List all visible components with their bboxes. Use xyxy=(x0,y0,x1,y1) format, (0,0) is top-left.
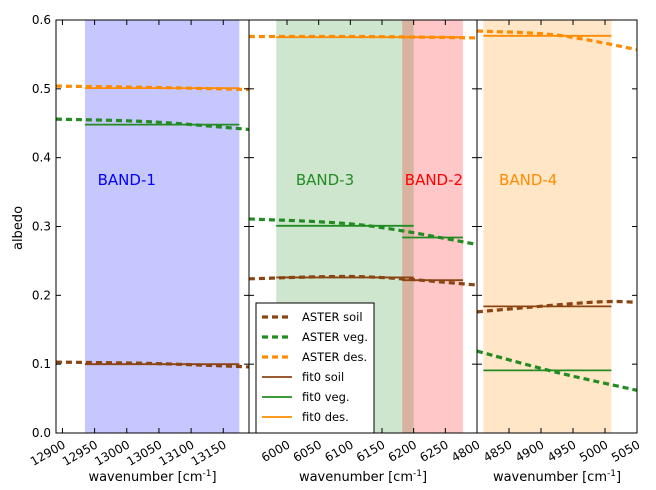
y-tick-label: 0.6 xyxy=(32,13,51,27)
panel-3-plot-area xyxy=(477,20,637,433)
x-tick-label: 4950 xyxy=(545,437,578,464)
band-label-band-1: BAND-1 xyxy=(98,171,156,189)
band-region-band-4 xyxy=(483,20,612,433)
band-label-band-4: BAND-4 xyxy=(499,171,557,189)
y-axis: 0.0 0.1 0.2 0.3 0.4 0.5 0.6 xyxy=(32,13,637,440)
x-tick-label: 5050 xyxy=(609,437,642,464)
y-tick-label: 0.3 xyxy=(32,220,51,234)
x-tick-label: 6150 xyxy=(354,437,387,464)
x-tick-label: 12950 xyxy=(60,437,100,468)
legend-entry-label: fit0 des. xyxy=(302,410,349,424)
panel-1-plot-area xyxy=(56,20,249,433)
aster-veg-line xyxy=(56,117,249,132)
legend-entry-label: fit0 veg. xyxy=(302,390,350,404)
x-tick-label: 13000 xyxy=(92,437,132,468)
x-tick-label: 6250 xyxy=(417,437,450,464)
y-tick-label: 0.2 xyxy=(32,288,51,302)
x-axis-label: wavenumber [cm-1] xyxy=(88,469,216,485)
x-tick-label: 13050 xyxy=(124,437,164,468)
legend-entry-label: ASTER soil xyxy=(302,310,363,324)
x-tick-label: 6050 xyxy=(291,437,324,464)
legend: ASTER soil ASTER veg. ASTER des. fit0 soil f… xyxy=(255,302,375,434)
legend-box xyxy=(255,302,375,434)
legend-entry-label: ASTER veg. xyxy=(302,330,368,344)
x-tick-label: 4900 xyxy=(513,437,546,464)
y-axis-label: albedo xyxy=(11,206,26,250)
x-tick-label: 13100 xyxy=(157,437,197,468)
x-tick-label: 12900 xyxy=(28,437,68,468)
y-tick-label: 0.1 xyxy=(32,357,51,371)
band-label-band-2: BAND-2 xyxy=(405,171,463,189)
x-tick-label: 6200 xyxy=(386,437,419,464)
y-tick-label: 0.0 xyxy=(32,426,51,440)
aster-soil-line xyxy=(477,299,637,314)
x-tick-label: 6000 xyxy=(259,437,292,464)
x-tick-label: 4850 xyxy=(481,437,514,464)
x-tick-label: 13150 xyxy=(189,437,229,468)
x-axis-label: wavenumber [cm-1] xyxy=(493,469,621,485)
y-tick-label: 0.5 xyxy=(32,82,51,96)
x-tick-label: 6100 xyxy=(322,437,355,464)
x-tick-label: 5000 xyxy=(577,437,610,464)
band-label-band-3: BAND-3 xyxy=(296,171,354,189)
legend-entry-label: ASTER des. xyxy=(302,350,367,364)
panel-1: BAND-1 129001295013000130501310013150wave… xyxy=(28,20,249,485)
y-tick-label: 0.4 xyxy=(32,151,51,165)
band-region-band-1 xyxy=(84,20,240,433)
aster-soil-line xyxy=(56,360,249,369)
aster-veg-line xyxy=(477,349,637,392)
legend-entry-label: fit0 soil xyxy=(302,370,344,384)
x-axis-label: wavenumber [cm-1] xyxy=(299,469,427,485)
x-tick-label: 4800 xyxy=(449,437,482,464)
